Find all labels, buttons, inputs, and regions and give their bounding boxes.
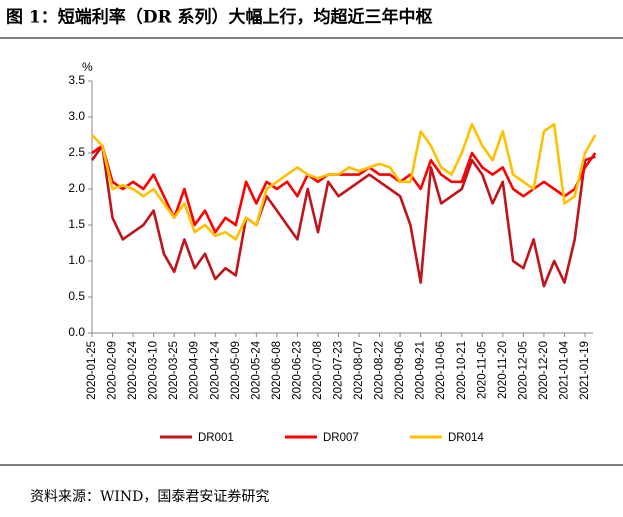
- y-tick-label: 1.0: [68, 253, 85, 267]
- x-tick-label: 2020-08-07: [353, 341, 365, 400]
- x-tick-label: 2020-10-06: [435, 341, 447, 400]
- y-tick-label: 0.5: [68, 289, 85, 303]
- x-tick-label: 2020-10-21: [456, 341, 468, 400]
- y-tick-label: 3.5: [68, 73, 85, 87]
- x-tick-label: 2020-02-09: [107, 341, 119, 400]
- y-tick-label: 3.0: [68, 109, 85, 123]
- legend-label: DR014: [448, 432, 484, 444]
- x-tick-label: 2020-03-25: [168, 341, 180, 400]
- x-tick-label: 2020-12-05: [517, 341, 529, 400]
- line-series: [91, 144, 597, 234]
- line-series: [90, 144, 596, 288]
- y-tick-label: 2.5: [68, 145, 85, 159]
- x-tick-label: 2020-11-20: [497, 341, 509, 399]
- line-series: [91, 122, 597, 241]
- y-tick-label: 1.5: [68, 217, 85, 231]
- x-tick-label: 2020-09-06: [394, 341, 406, 400]
- y-tick-label: 0.0: [68, 325, 85, 339]
- x-tick-label: 2020-03-10: [148, 341, 160, 400]
- x-tick-label: 2020-02-24: [127, 340, 139, 399]
- x-tick-label: 2021-01-19: [579, 341, 591, 400]
- x-tick-label: 2020-04-24: [209, 340, 221, 399]
- x-tick-label: 2020-08-22: [374, 341, 386, 400]
- x-tick-label: 2020-01-25: [86, 341, 98, 400]
- x-tick-label: 2020-06-08: [271, 341, 283, 400]
- x-tick-label: 2020-07-08: [312, 341, 324, 400]
- legend-label: DR007: [323, 432, 359, 444]
- x-tick-label: 2020-09-21: [415, 341, 427, 400]
- x-tick-label: 2020-12-20: [538, 341, 550, 400]
- legend-label: DR001: [198, 432, 234, 444]
- x-tick-label: 2020-05-24: [250, 340, 262, 399]
- x-tick-label: 2020-04-09: [189, 341, 201, 400]
- chart-title: 图 1：短端利率（DR 系列）大幅上行，均超近三年中枢: [6, 7, 433, 28]
- source: 资料来源：WIND，国泰君安证券研究: [30, 489, 269, 505]
- x-tick-label: 2020-05-09: [230, 341, 242, 400]
- y-tick-label: 2.0: [68, 181, 85, 195]
- y-unit: %: [82, 60, 93, 74]
- x-tick-label: 2020-07-23: [333, 341, 345, 400]
- x-tick-label: 2020-11-05: [476, 341, 488, 399]
- x-tick-label: 2021-01-04: [558, 340, 570, 399]
- x-tick-label: 2020-06-23: [291, 341, 303, 400]
